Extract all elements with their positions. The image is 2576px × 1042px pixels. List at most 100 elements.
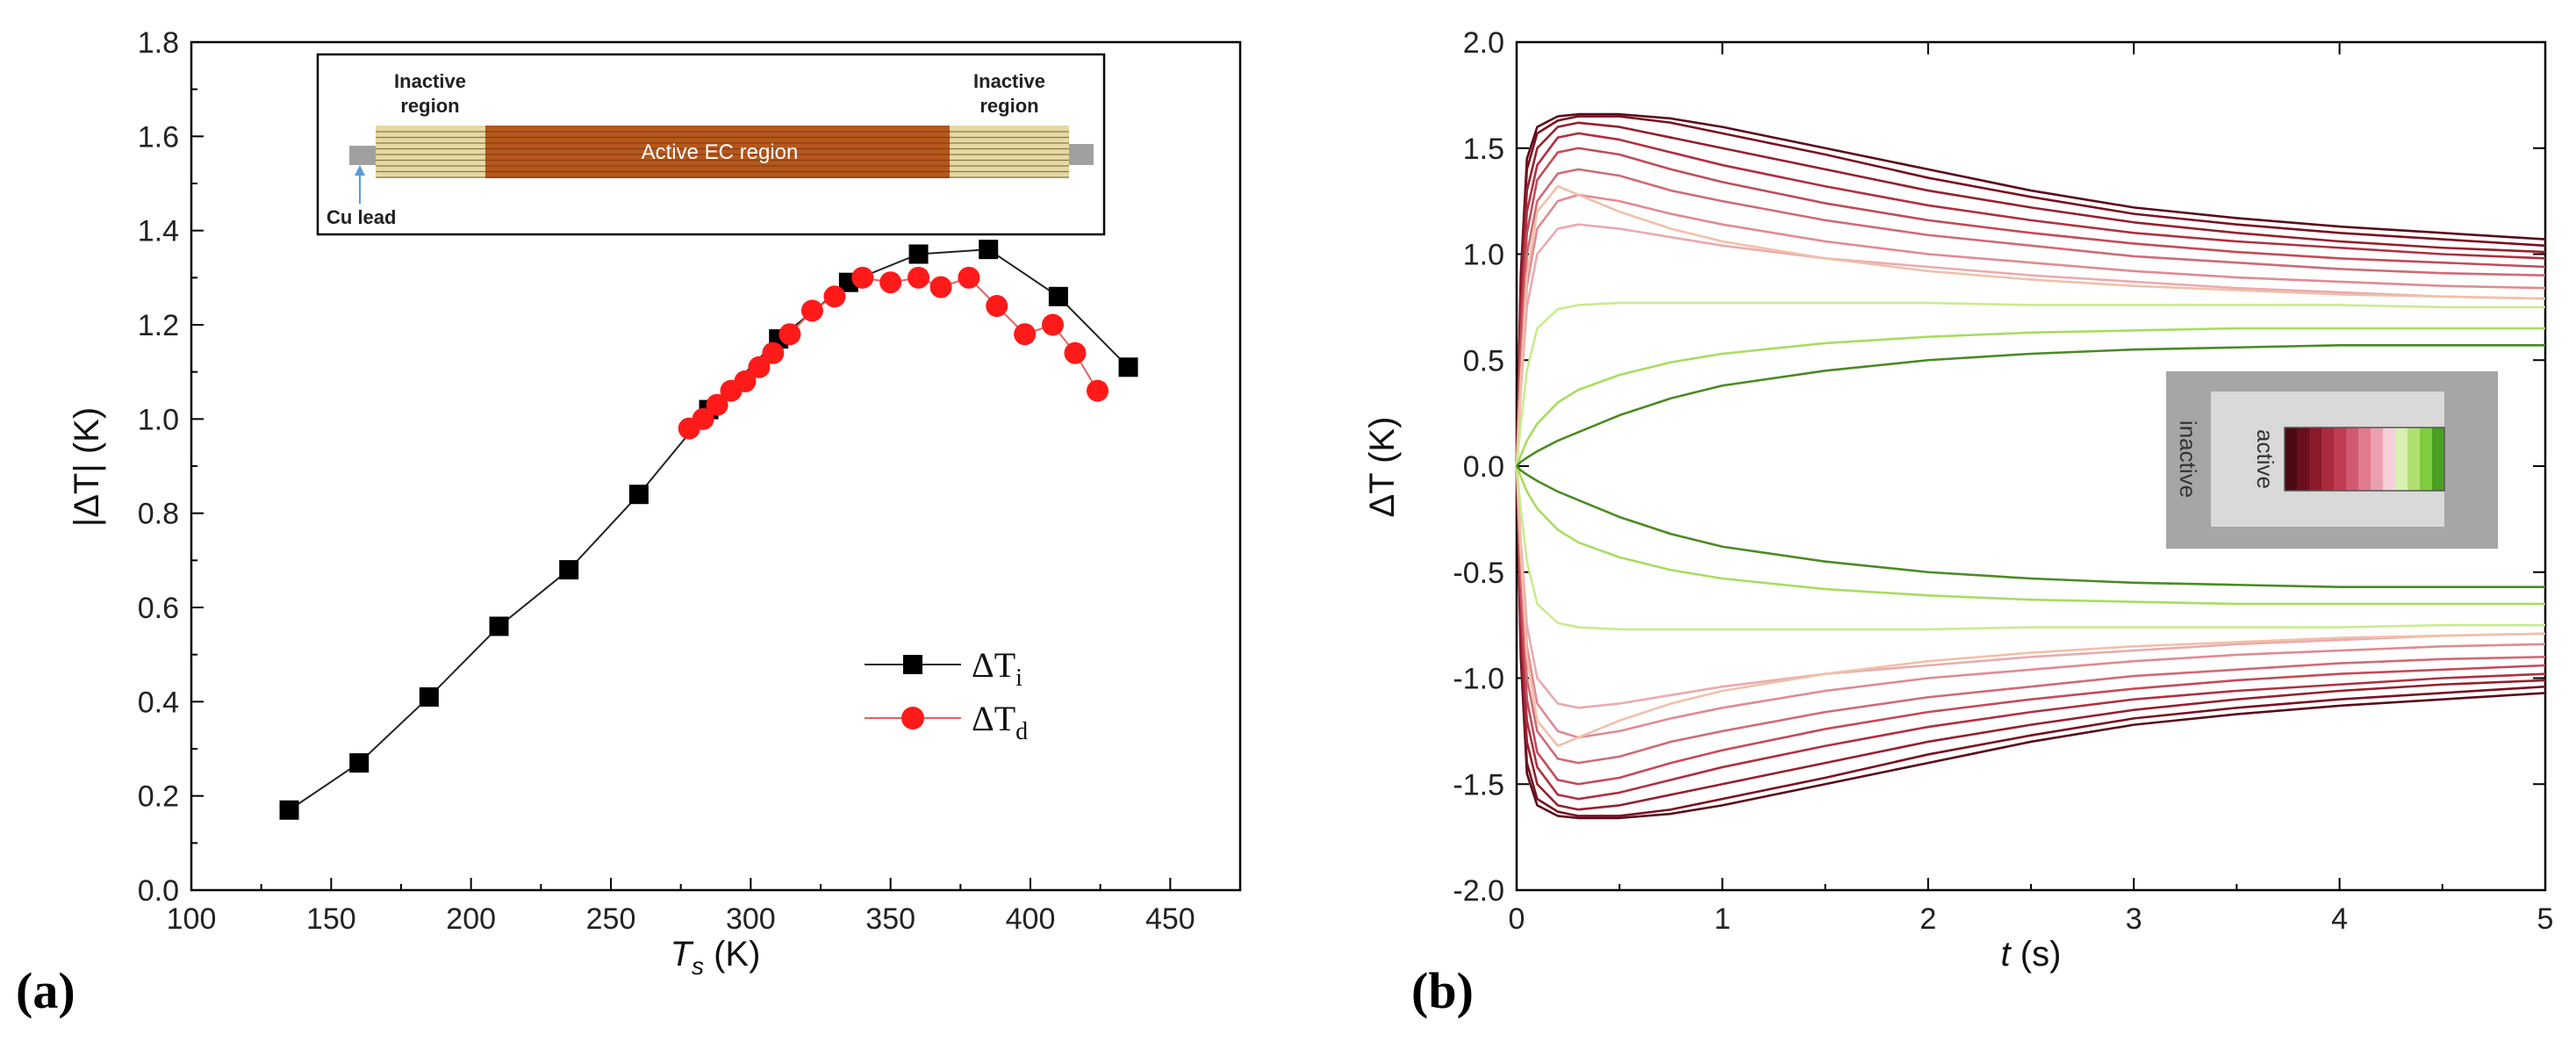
data-point-td [908, 266, 930, 289]
panel-a-chart: 100 150 200 250 300 350 400 450 0.0 0.2 0.4 0.6 0.8 1… [16, 26, 1242, 1019]
color-swatch [2334, 428, 2346, 491]
trace-line-positive [1515, 112, 2546, 467]
data-point-td [762, 341, 785, 364]
trace-line-positive [1515, 327, 2545, 467]
x-tick-label-a: 200 [446, 902, 496, 936]
trace-line-positive [1515, 147, 2546, 467]
legend-td-sub: d [1015, 718, 1028, 745]
color-key-inset: inactive active [2166, 371, 2498, 549]
data-point-td [1064, 341, 1087, 364]
trace-line-negative [1515, 465, 2546, 820]
color-swatch [2395, 428, 2407, 491]
trace-line-positive [1515, 132, 2546, 467]
layer-stripes [376, 131, 1069, 178]
cu-lead-left [349, 146, 376, 165]
data-point-ti [979, 240, 999, 260]
y-tick-label-a: 1.8 [138, 26, 179, 60]
x-tick-label-a: 100 [167, 902, 217, 936]
data-point-td [1014, 323, 1037, 346]
color-swatch [2420, 428, 2432, 491]
y-tick-label-a: 0.8 [138, 498, 179, 531]
trace-line-negative [1516, 465, 2545, 588]
legend-marker-td [901, 707, 924, 729]
panel-a-points [279, 240, 1138, 820]
y-tick-label-b: 0.5 [1463, 344, 1504, 377]
panel-b-ticks: 0 1 2 3 4 5 2.0 1.5 1.0 0.5 0.0 -0.5 -1.0 -1.5 -2.0 [1453, 26, 2553, 936]
color-swatches [2284, 427, 2445, 492]
data-point-td [706, 393, 728, 416]
trace-line-negative [1515, 465, 2546, 786]
x-label-main-b: t [2001, 935, 2013, 974]
legend-marker-ti [903, 655, 922, 674]
data-point-td [692, 407, 714, 430]
trace-line-positive [1515, 184, 2546, 467]
data-point-td [800, 299, 823, 322]
x-label-unit-b: (s) [2011, 935, 2062, 974]
x-tick-label-a: 300 [726, 902, 776, 936]
panel-a-legend: ΔTi ΔTd [865, 645, 1028, 745]
y-tick-label-b: 1.0 [1463, 239, 1504, 272]
color-swatch [2407, 428, 2420, 491]
inset-left-label-1: Inactive [394, 70, 466, 92]
y-tick-label-b: -0.5 [1453, 557, 1504, 590]
trace-line-positive [1516, 344, 2545, 467]
y-tick-label-a: 0.6 [138, 592, 179, 625]
inset-cu-lead-label: Cu lead [326, 206, 396, 228]
trace-line-negative [1515, 465, 2545, 631]
data-point-td [986, 295, 1008, 318]
panel-b-x-axis-label: t (s) [2001, 935, 2062, 974]
data-point-ti [1048, 286, 1068, 306]
color-swatch [2383, 428, 2395, 491]
y-tick-label-a: 0.2 [138, 780, 179, 814]
y-label-b: ΔT (K) [1363, 417, 1402, 518]
cu-lead-arrow-head [355, 165, 365, 176]
inset-inactive-label: inactive [2175, 420, 2201, 498]
x-label-main-a: T [671, 935, 694, 974]
y-tick-label-a: 1.6 [138, 120, 179, 154]
data-point-td [734, 370, 757, 392]
x-tick-label-b: 5 [2537, 902, 2554, 936]
trace-line-negative [1515, 465, 2546, 748]
inactive-region-right-block [950, 126, 1069, 178]
color-swatch [2346, 428, 2358, 491]
data-point-td [823, 285, 846, 308]
inset-right-label-2: region [979, 95, 1038, 117]
data-point-td [958, 266, 980, 289]
data-point-td [1041, 313, 1064, 336]
y-tick-label-b: 2.0 [1463, 26, 1504, 60]
x-label-sub-a: s [692, 952, 704, 980]
trace-line-positive [1515, 121, 2546, 467]
trace-line-negative [1515, 465, 2546, 765]
color-swatch [2371, 428, 2383, 491]
trace-line-positive [1515, 301, 2545, 467]
x-tick-label-a: 150 [306, 902, 356, 936]
panel-a-ticks: 100 150 200 250 300 350 400 450 0.0 0.2 0.4 0.6 0.8 1… [138, 26, 1195, 936]
y-tick-label-a: 1.2 [138, 309, 179, 342]
data-point-td [1086, 379, 1109, 402]
y-tick-label-b: -1.5 [1453, 768, 1504, 801]
x-tick-label-b: 3 [2126, 902, 2142, 936]
x-tick-label-b: 0 [1509, 902, 1525, 936]
device-schematic-inset: Inactive region Inactive region Active E… [316, 53, 1106, 236]
color-swatch [2358, 428, 2371, 491]
x-tick-label-b: 2 [1919, 902, 1936, 936]
x-tick-label-a: 400 [1006, 902, 1056, 936]
y-tick-label-b: -1.0 [1453, 663, 1504, 696]
x-tick-label-a: 250 [586, 902, 636, 936]
trace-line-negative [1515, 465, 2546, 811]
series-line-td [688, 277, 1099, 429]
trace-line-positive [1515, 223, 2546, 467]
data-point-ti [349, 753, 370, 773]
cu-lead-right [1069, 144, 1094, 165]
y-tick-label-b: 0.0 [1463, 450, 1504, 484]
inactive-region-left-block [376, 126, 485, 178]
color-swatch [2432, 428, 2444, 491]
legend-ti-sub: i [1015, 665, 1023, 692]
data-point-td [879, 271, 902, 294]
trace-line-negative [1515, 465, 2545, 606]
color-swatch [2309, 428, 2321, 491]
legend-label-ti: ΔTi [972, 645, 1023, 692]
x-tick-label-b: 4 [2331, 902, 2348, 936]
y-tick-label-b: -2.0 [1453, 874, 1504, 908]
